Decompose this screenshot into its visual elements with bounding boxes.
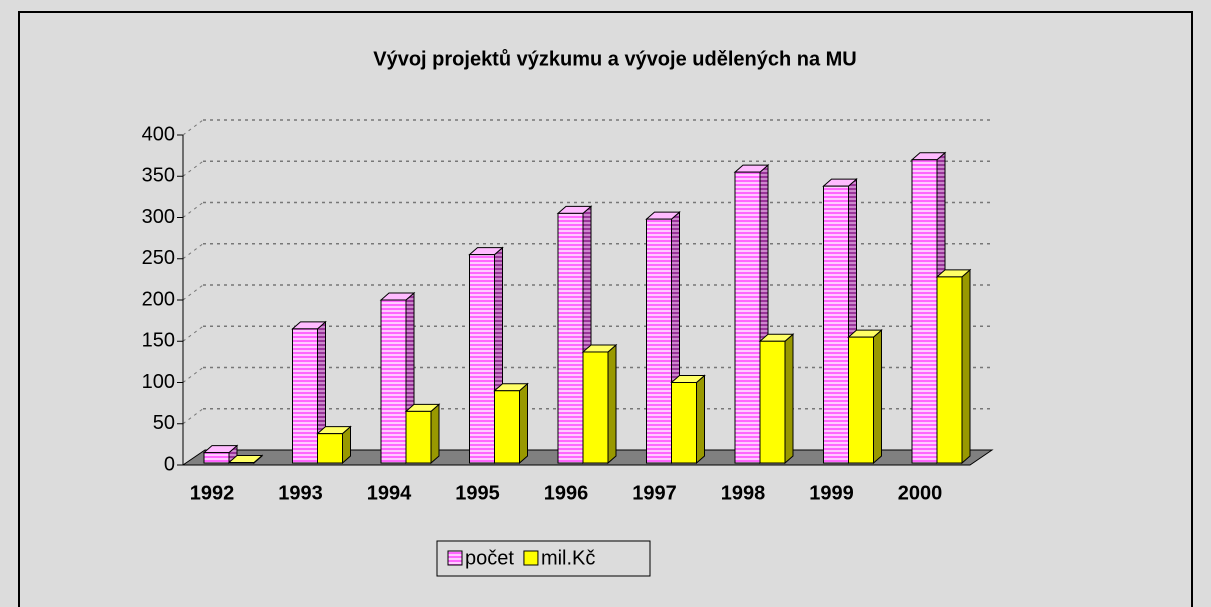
y-tick-label: 150 (142, 330, 175, 352)
bar (469, 254, 495, 464)
chart-border (18, 11, 1193, 607)
bar (734, 171, 761, 464)
legend-label: počet (465, 547, 514, 569)
bar-side (961, 268, 971, 465)
y-tick-label: 0 (164, 453, 175, 475)
x-tick-label: 1997 (632, 482, 677, 504)
bar (848, 336, 874, 464)
y-tick-label: 50 (153, 412, 175, 434)
bar (671, 382, 697, 464)
bar (911, 159, 938, 464)
x-tick-label: 1992 (190, 482, 235, 504)
y-tick-label: 200 (142, 288, 175, 310)
bar (646, 218, 672, 464)
x-tick-label: 1998 (721, 482, 766, 504)
bar-side (696, 374, 705, 465)
bar-side (873, 329, 882, 465)
bar-side (519, 382, 528, 465)
y-tick-label: 100 (142, 371, 175, 393)
chart-title: Vývoj projektů výzkumu a vývoje udělenýc… (373, 48, 857, 70)
y-tick-label: 350 (142, 165, 175, 187)
y-tick-label: 400 (142, 123, 175, 145)
bar (292, 328, 318, 464)
x-tick-label: 1995 (455, 482, 500, 504)
legend-label: mil.Kč (541, 547, 595, 569)
bar (405, 410, 432, 464)
x-tick-label: 1999 (809, 482, 854, 504)
bar (823, 185, 849, 464)
legend-box (436, 540, 651, 577)
bar (582, 351, 609, 464)
bar (759, 340, 786, 464)
legend-swatch (447, 550, 463, 566)
legend-swatch (523, 550, 539, 566)
bar (557, 212, 584, 464)
bar (494, 390, 520, 464)
bar (936, 276, 963, 464)
x-tick-label: 1994 (367, 482, 412, 504)
bar (317, 433, 343, 464)
y-tick-label: 300 (142, 206, 175, 228)
x-tick-label: 1996 (544, 482, 589, 504)
bar (203, 452, 230, 464)
bar-side (430, 403, 440, 465)
bar-side (607, 343, 617, 465)
bar-side (784, 333, 794, 465)
bar (380, 299, 407, 464)
x-tick-label: 2000 (898, 482, 943, 504)
x-tick-label: 1993 (278, 482, 323, 504)
y-tick-label: 250 (142, 247, 175, 269)
